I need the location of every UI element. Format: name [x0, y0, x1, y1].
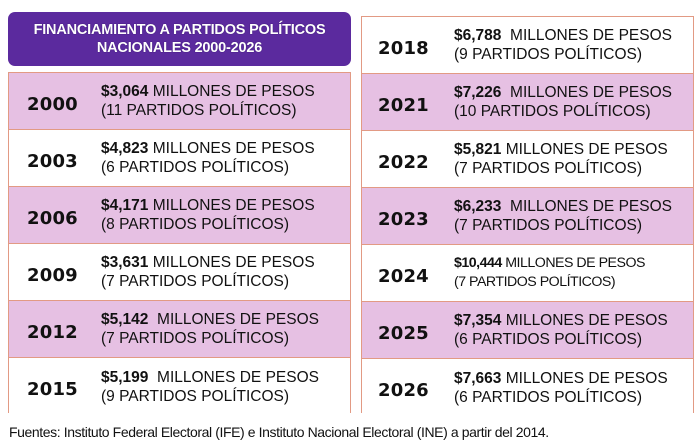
funding-unit: MILLONES DE PESOS — [148, 140, 315, 157]
funding-line: $4,171 MILLONES DE PESOS — [101, 197, 315, 214]
funding-line: $4,823 MILLONES DE PESOS — [101, 140, 315, 157]
funding-amount: $7,226 — [454, 84, 502, 101]
funding-line: $7,226 MILLONES DE PESOS — [454, 84, 672, 101]
funding-line: $5,821 MILLONES DE PESOS — [454, 141, 668, 158]
funding-amount: $10,444 — [454, 255, 502, 271]
row-funding-info: $7,226 MILLONES DE PESOS (10 PARTIDOS POL… — [454, 83, 672, 121]
row-funding-info: $5,142 MILLONES DE PESOS (7 PARTIDOS POLÍ… — [101, 310, 319, 348]
table-row: 2018 $6,788 MILLONES DE PESOS (9 PARTIDOS … — [362, 17, 693, 74]
party-count: (9 PARTIDOS POLÍTICOS) — [454, 46, 643, 63]
funding-unit: MILLONES DE PESOS — [148, 368, 319, 386]
row-funding-info: $4,823 MILLONES DE PESOS (6 PARTIDOS POLÍ… — [101, 139, 315, 177]
row-funding-info: $7,663 MILLONES DE PESOS (6 PARTIDOS POLÍ… — [454, 369, 668, 407]
row-funding-info: $4,171 MILLONES DE PESOS (8 PARTIDOS POLÍ… — [101, 196, 315, 234]
funding-line: $6,233 MILLONES DE PESOS — [454, 198, 672, 215]
party-count: (7 PARTIDOS POLÍTICOS) — [454, 274, 616, 290]
table-row: 2000 $3,064 MILLONES DE PESOS (11 PARTIDOS… — [9, 73, 350, 130]
funding-unit: MILLONES DE PESOS — [501, 141, 668, 158]
party-count: (10 PARTIDOS POLÍTICOS) — [454, 103, 651, 120]
party-count: (9 PARTIDOS POLÍTICOS) — [101, 387, 290, 405]
row-funding-info: $6,788 MILLONES DE PESOS (9 PARTIDOS POLÍ… — [454, 26, 672, 64]
funding-amount: $4,171 — [101, 197, 149, 214]
funding-line: $3,064 MILLONES DE PESOS — [101, 83, 315, 100]
table-row: 2015 $5,199 MILLONES DE PESOS (9 PARTIDOS … — [9, 358, 350, 415]
row-funding-info: $7,354 MILLONES DE PESOS (6 PARTIDOS POLÍ… — [454, 311, 668, 349]
table-row: 2024 $10,444 MILLONES DE PESOS (7 PARTIDOS… — [362, 245, 693, 302]
row-year: 2026 — [378, 380, 429, 401]
row-year: 2024 — [378, 265, 429, 287]
table-row: 2021 $7,226 MILLONES DE PESOS (10 PARTIDOS… — [362, 74, 693, 131]
row-funding-info: $3,631 MILLONES DE PESOS (7 PARTIDOS POLÍ… — [101, 253, 315, 291]
row-funding-info: $6,233 MILLONES DE PESOS (7 PARTIDOS POLÍ… — [454, 197, 672, 235]
party-count: (7 PARTIDOS POLÍTICOS) — [454, 217, 643, 234]
party-count: (11 PARTIDOS POLÍTICOS) — [101, 102, 297, 119]
funding-unit: MILLONES DE PESOS — [501, 369, 668, 387]
table-row: 2009 $3,631 MILLONES DE PESOS (7 PARTIDOS … — [9, 244, 350, 301]
row-year: 2012 — [27, 321, 78, 343]
funding-line: $7,663 MILLONES DE PESOS — [454, 370, 668, 387]
row-year: 2023 — [378, 208, 429, 230]
source-footnote: Fuentes: Instituto Federal Electoral (IF… — [9, 424, 549, 440]
row-funding-info: $5,199 MILLONES DE PESOS (9 PARTIDOS POLÍ… — [101, 368, 319, 406]
row-funding-info: $5,821 MILLONES DE PESOS (7 PARTIDOS POLÍ… — [454, 140, 668, 178]
funding-amount: $3,064 — [101, 83, 149, 100]
funding-unit: MILLONES DE PESOS — [501, 27, 672, 44]
table-row: 2022 $5,821 MILLONES DE PESOS (7 PARTIDOS … — [362, 131, 693, 188]
funding-amount: $7,354 — [454, 312, 502, 329]
funding-unit: MILLONES DE PESOS — [148, 254, 315, 271]
table-row: 2026 $7,663 MILLONES DE PESOS (6 PARTIDOS … — [362, 359, 693, 416]
funding-amount: $3,631 — [101, 254, 149, 271]
funding-line: $7,354 MILLONES DE PESOS — [454, 312, 668, 329]
funding-table-left: 2000 $3,064 MILLONES DE PESOS (11 PARTIDOS… — [8, 72, 351, 415]
funding-table-right: 2018 $6,788 MILLONES DE PESOS (9 PARTIDOS … — [361, 16, 694, 416]
table-row: 2003 $4,823 MILLONES DE PESOS (6 PARTIDOS … — [9, 130, 350, 187]
row-year: 2015 — [27, 379, 78, 400]
row-year: 2021 — [378, 94, 429, 116]
row-year: 2006 — [27, 207, 78, 229]
funding-unit: MILLONES DE PESOS — [501, 84, 672, 101]
funding-amount: $5,821 — [454, 141, 502, 158]
funding-unit: MILLONES DE PESOS — [148, 311, 319, 328]
table-row: 2025 $7,354 MILLONES DE PESOS (6 PARTIDOS … — [362, 302, 693, 359]
party-count: (7 PARTIDOS POLÍTICOS) — [101, 273, 290, 290]
funding-amount: $5,199 — [101, 368, 149, 386]
table-row: 2023 $6,233 MILLONES DE PESOS (7 PARTIDOS … — [362, 188, 693, 245]
funding-amount: $7,663 — [454, 369, 502, 387]
table-title: FINANCIAMIENTO A PARTIDOS POLÍTICOS NACI… — [8, 12, 351, 66]
funding-amount: $6,233 — [454, 198, 502, 215]
row-year: 2018 — [378, 37, 429, 59]
funding-unit: MILLONES DE PESOS — [501, 312, 668, 329]
row-funding-info: $10,444 MILLONES DE PESOS (7 PARTIDOS POL… — [454, 254, 645, 292]
funding-unit: MILLONES DE PESOS — [148, 197, 315, 214]
row-year: 2000 — [27, 93, 78, 115]
funding-amount: $5,142 — [101, 311, 149, 328]
funding-line: $5,142 MILLONES DE PESOS — [101, 311, 319, 328]
funding-line: $5,199 MILLONES DE PESOS — [101, 369, 319, 386]
row-year: 2025 — [378, 322, 429, 344]
funding-amount: $6,788 — [454, 27, 502, 44]
title-line-2: NACIONALES 2000-2026 — [96, 40, 263, 56]
funding-unit: MILLONES DE PESOS — [501, 198, 672, 215]
table-row: 2012 $5,142 MILLONES DE PESOS (7 PARTIDOS … — [9, 301, 350, 358]
row-year: 2009 — [27, 264, 78, 286]
funding-line: $3,631 MILLONES DE PESOS — [101, 254, 315, 271]
row-year: 2003 — [27, 150, 78, 172]
funding-line: $10,444 MILLONES DE PESOS — [454, 255, 645, 271]
funding-unit: MILLONES DE PESOS — [501, 255, 645, 271]
title-line-1: FINANCIAMIENTO A PARTIDOS POLÍTICOS — [33, 22, 326, 38]
funding-amount: $4,823 — [101, 140, 149, 157]
funding-line: $6,788 MILLONES DE PESOS — [454, 27, 672, 44]
party-count: (7 PARTIDOS POLÍTICOS) — [454, 160, 643, 177]
party-count: (6 PARTIDOS POLÍTICOS) — [454, 388, 643, 406]
table-row: 2006 $4,171 MILLONES DE PESOS (8 PARTIDOS … — [9, 187, 350, 244]
row-year: 2022 — [378, 151, 429, 173]
funding-unit: MILLONES DE PESOS — [148, 83, 315, 100]
party-count: (6 PARTIDOS POLÍTICOS) — [454, 331, 643, 348]
party-count: (6 PARTIDOS POLÍTICOS) — [101, 159, 290, 176]
party-count: (7 PARTIDOS POLÍTICOS) — [101, 330, 290, 347]
row-funding-info: $3,064 MILLONES DE PESOS (11 PARTIDOS POL… — [101, 82, 315, 120]
party-count: (8 PARTIDOS POLÍTICOS) — [101, 216, 290, 233]
